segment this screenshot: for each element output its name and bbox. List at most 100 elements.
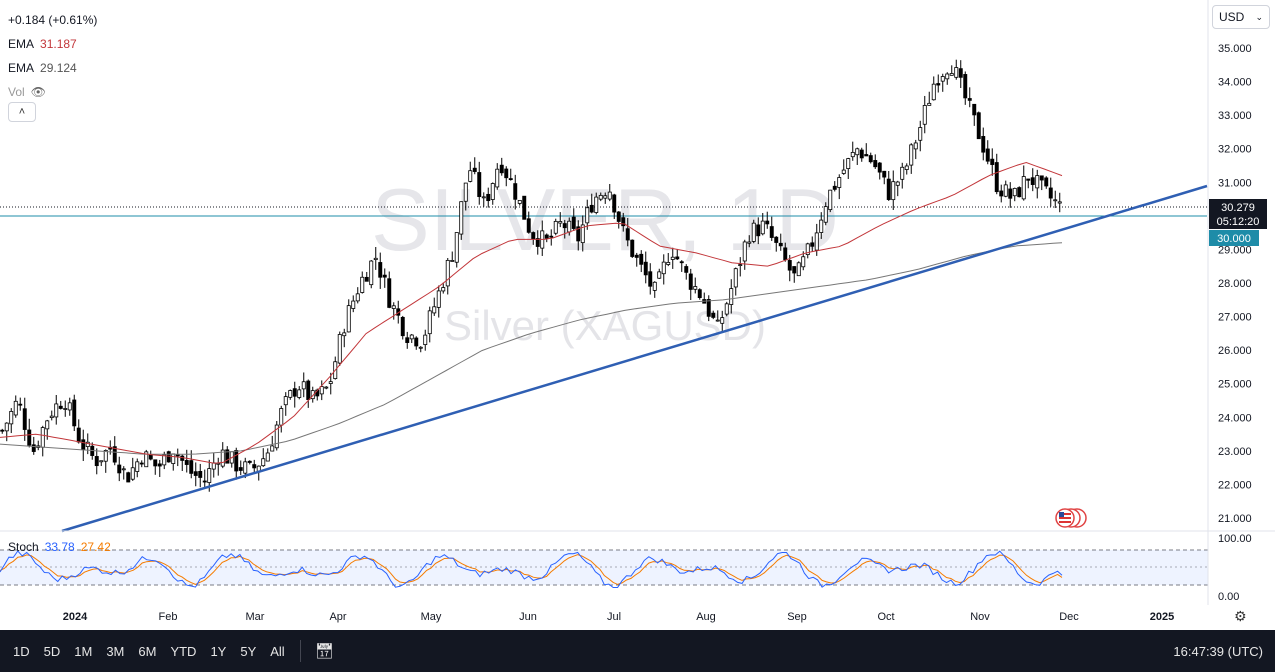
currency-select[interactable]: USD ⌄ xyxy=(1212,5,1270,29)
candle-body xyxy=(351,300,356,309)
candle-body xyxy=(261,458,266,467)
candle-body xyxy=(558,221,563,224)
watermark-name: Silver (XAGUSD) xyxy=(444,302,766,349)
candle-body xyxy=(765,220,770,225)
candle-body xyxy=(99,460,104,463)
ema1-label[interactable]: EMA xyxy=(8,37,35,51)
range-1y[interactable]: 1Y xyxy=(210,643,227,659)
candle-body xyxy=(796,262,801,277)
price-chart[interactable]: SILVER, 1D Silver (XAGUSD) 35.00034.0003… xyxy=(0,0,1275,630)
candle-body xyxy=(409,334,414,340)
candle-body xyxy=(864,154,869,157)
eye-hidden-icon[interactable]: 👁︎ xyxy=(30,85,46,99)
candle-body xyxy=(1048,187,1053,199)
vol-label[interactable]: Vol xyxy=(8,85,25,99)
candle-body xyxy=(990,158,995,165)
economic-events-icon[interactable] xyxy=(1055,508,1087,528)
stoch-label[interactable]: Stoch xyxy=(8,540,39,554)
range-1m[interactable]: 1M xyxy=(74,643,93,659)
candle-body xyxy=(355,293,360,302)
price-tick-label: 32.000 xyxy=(1218,144,1252,156)
candle-body xyxy=(310,390,315,400)
ema2-label[interactable]: EMA xyxy=(8,61,35,75)
candle-body xyxy=(148,454,153,460)
price-tick-label: 23.000 xyxy=(1218,446,1252,458)
candle-body xyxy=(1057,201,1062,204)
candle-body xyxy=(598,194,603,200)
candle-body xyxy=(202,480,207,483)
time-tick-label: Feb xyxy=(159,611,178,623)
candle-body xyxy=(544,234,549,239)
candle-body xyxy=(873,160,878,168)
candle-body xyxy=(45,420,50,430)
range-3m[interactable]: 3M xyxy=(106,643,125,659)
stoch-k-line xyxy=(0,550,1063,588)
candle-body xyxy=(198,470,203,478)
trendline[interactable] xyxy=(61,184,1208,533)
time-tick-label: May xyxy=(421,611,442,623)
candle-body xyxy=(769,226,774,238)
last-price-value: 30.279 xyxy=(1221,202,1255,214)
calendar-icon[interactable]: 📅︎ xyxy=(314,643,334,660)
candle-body xyxy=(805,243,810,256)
candles-layer xyxy=(0,59,1062,492)
candle-body xyxy=(756,224,761,237)
time-tick-label: Jun xyxy=(519,611,537,623)
range-ytd[interactable]: YTD xyxy=(170,643,197,659)
candle-body xyxy=(292,388,297,397)
candle-body xyxy=(225,449,230,464)
candle-body xyxy=(207,468,212,483)
candle-body xyxy=(49,415,54,419)
candle-body xyxy=(684,266,689,273)
candle-body xyxy=(877,162,882,173)
candle-body xyxy=(265,452,270,462)
candle-body xyxy=(76,427,81,443)
price-axis[interactable]: 35.000 34.000 33.000 32.000 31.000 30.00029.0… xyxy=(1218,43,1252,525)
candle-body xyxy=(621,217,626,227)
range-5d[interactable]: 5D xyxy=(43,643,61,659)
price-tick-label: 29.000 xyxy=(1218,244,1252,256)
collapse-legend-button[interactable]: ˄ xyxy=(8,102,36,122)
time-tick-label: Oct xyxy=(877,611,894,623)
candle-body xyxy=(499,164,504,174)
candle-body xyxy=(711,312,716,318)
candle-body xyxy=(963,74,968,99)
range-1d[interactable]: 1D xyxy=(13,643,30,659)
candle-body xyxy=(936,83,941,86)
price-tick-label: 33.000 xyxy=(1218,110,1252,122)
candle-body xyxy=(378,262,383,278)
candle-body xyxy=(157,463,162,467)
candle-body xyxy=(85,441,90,447)
candle-body xyxy=(1017,187,1022,198)
range-5y[interactable]: 5Y xyxy=(240,643,257,659)
settings-gear-icon[interactable]: ⚙ xyxy=(1234,608,1247,624)
candle-body xyxy=(441,287,446,292)
level-value: 30.000 xyxy=(1217,233,1251,245)
candle-body xyxy=(616,211,621,222)
candle-body xyxy=(886,178,891,200)
stoch-tick-100: 100.00 xyxy=(1218,533,1252,545)
stoch-legend: Stoch 33.78 27.42 xyxy=(8,540,111,554)
candle-body xyxy=(958,68,963,78)
candle-body xyxy=(904,165,909,170)
candle-body xyxy=(189,460,194,474)
range-all[interactable]: All xyxy=(270,643,285,659)
candle-body xyxy=(801,256,806,268)
candle-body xyxy=(882,170,887,178)
candle-body xyxy=(576,226,581,242)
change-value: +0.184 (+0.61%) xyxy=(8,13,98,27)
candle-body xyxy=(94,456,99,467)
candle-body xyxy=(688,273,693,290)
time-tick-label: Mar xyxy=(246,611,265,623)
candle-body xyxy=(135,461,140,472)
price-tick-label: 22.000 xyxy=(1218,479,1252,491)
candle-body xyxy=(913,142,918,150)
clock-time[interactable]: 16:47:39 (UTC) xyxy=(1173,643,1263,659)
candle-body xyxy=(1035,175,1040,189)
candle-body xyxy=(1021,176,1026,200)
range-6m[interactable]: 6M xyxy=(138,643,157,659)
candle-body xyxy=(828,189,833,211)
chart-legend: +0.184 (+0.61%) EMA 31.187 EMA 29.124 Vol 👁… xyxy=(8,8,97,104)
time-axis[interactable]: 2024 Feb Mar Apr May Jun Jul Aug Sep Oct Nov Dec 202… xyxy=(63,611,1174,623)
time-tick-label: Dec xyxy=(1059,611,1079,623)
